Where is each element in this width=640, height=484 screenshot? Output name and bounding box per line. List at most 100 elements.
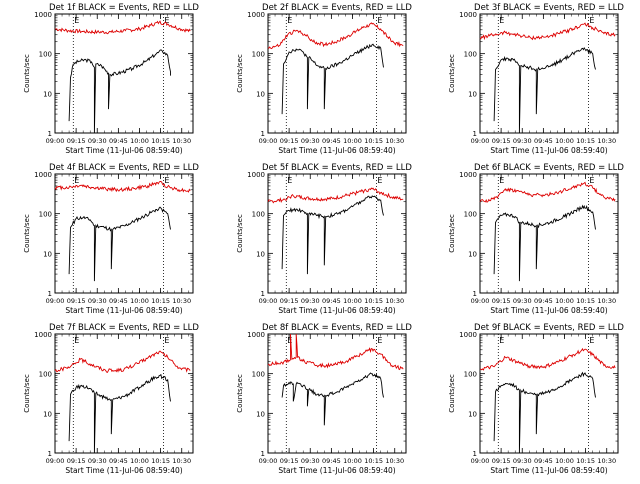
y-tick-label: 1000 [459, 11, 477, 19]
x-tick-label: 10:00 [555, 297, 574, 305]
series-lld [267, 333, 404, 371]
x-tick-label: 09:30 [301, 457, 320, 465]
x-tick-label: 10:30 [172, 297, 191, 305]
x-axis-label: Start Time (11-Jul-06 08:59:40) [278, 146, 395, 155]
x-tick-label: 10:15 [576, 137, 595, 145]
time-marker-label: E [164, 176, 169, 185]
y-tick-label: 100 [252, 51, 265, 59]
panel-5: Det 5f BLACK = Events, RED = LLD 1 10 100 10… [236, 163, 412, 315]
panel-title: Det 9f BLACK = Events, RED = LLD [474, 323, 624, 333]
y-tick-label: 100 [464, 371, 477, 379]
y-axis-label: Counts/sec [23, 54, 31, 93]
series-events [281, 195, 384, 275]
x-tick-label: 09:30 [88, 457, 107, 465]
series-lld [54, 350, 191, 373]
x-tick-label: 10:15 [364, 137, 383, 145]
x-tick-label: 09:30 [513, 137, 532, 145]
x-tick-label: 09:00 [471, 457, 490, 465]
x-tick-label: 10:00 [343, 457, 362, 465]
panel-title: Det 3f BLACK = Events, RED = LLD [474, 3, 624, 13]
time-marker-label: E [287, 336, 292, 345]
panel-7: Det 7f BLACK = Events, RED = LLD 1 10 100 10… [23, 323, 199, 475]
x-axis-label: Start Time (11-Jul-06 08:59:40) [65, 306, 182, 315]
x-tick-label: 09:30 [301, 297, 320, 305]
x-tick-label: 09:15 [492, 297, 511, 305]
x-tick-label: 09:45 [322, 137, 341, 145]
x-tick-label: 09:30 [88, 137, 107, 145]
series-events [281, 43, 384, 115]
x-tick-label: 09:45 [109, 137, 128, 145]
panel-9: Det 9f BLACK = Events, RED = LLD 1 10 100 10… [448, 323, 624, 475]
y-tick-label: 10 [468, 410, 477, 418]
x-axis-label: Start Time (11-Jul-06 08:59:40) [278, 306, 395, 315]
panel-title: Det 2f BLACK = Events, RED = LLD [262, 3, 412, 13]
x-tick-label: 09:15 [280, 457, 299, 465]
x-tick-label: 09:45 [534, 457, 553, 465]
x-axis-label: Start Time (11-Jul-06 08:59:40) [65, 466, 182, 475]
panel-2: Det 2f BLACK = Events, RED = LLD 1 10 100 10… [236, 3, 412, 155]
x-tick-label: 09:30 [513, 297, 532, 305]
x-tick-label: 10:00 [555, 137, 574, 145]
time-marker-label: E [287, 176, 292, 185]
y-tick-label: 10 [43, 250, 52, 258]
x-tick-label: 09:15 [280, 297, 299, 305]
time-marker-label: E [164, 16, 169, 25]
y-tick-label: 100 [39, 371, 52, 379]
x-tick-label: 09:00 [471, 137, 490, 145]
x-tick-label: 09:45 [109, 457, 128, 465]
x-tick-label: 10:30 [597, 457, 616, 465]
time-marker-label: E [377, 336, 382, 345]
x-tick-label: 09:00 [259, 457, 278, 465]
x-axis-label: Start Time (11-Jul-06 08:59:40) [490, 146, 607, 155]
x-tick-label: 09:45 [322, 457, 341, 465]
x-axis-label: Start Time (11-Jul-06 08:59:40) [490, 306, 607, 315]
plot-frame [267, 173, 407, 294]
x-tick-label: 10:00 [130, 137, 149, 145]
time-marker-label: E [589, 336, 594, 345]
series-events [68, 206, 171, 282]
x-tick-label: 09:45 [534, 137, 553, 145]
time-marker-label: E [287, 16, 292, 25]
y-tick-label: 10 [43, 410, 52, 418]
x-tick-label: 10:30 [385, 457, 404, 465]
y-tick-label: 100 [252, 371, 265, 379]
x-tick-label: 09:30 [513, 457, 532, 465]
y-tick-label: 100 [39, 51, 52, 59]
x-tick-label: 09:15 [67, 137, 86, 145]
x-tick-label: 10:00 [555, 457, 574, 465]
time-marker-label: E [589, 16, 594, 25]
series-lld [267, 22, 404, 50]
y-tick-label: 100 [39, 211, 52, 219]
y-axis-label: Counts/sec [236, 374, 244, 413]
plot-frame [54, 13, 194, 134]
series-events [493, 204, 596, 282]
x-tick-label: 10:15 [151, 137, 170, 145]
y-tick-label: 100 [464, 51, 477, 59]
x-tick-label: 10:00 [130, 297, 149, 305]
time-marker-label: E [74, 336, 79, 345]
y-tick-label: 1000 [34, 171, 52, 179]
y-tick-label: 1 [261, 130, 265, 138]
x-axis-label: Start Time (11-Jul-06 08:59:40) [278, 466, 395, 475]
series-lld [267, 187, 404, 204]
series-events [493, 46, 596, 134]
panel-title: Det 6f BLACK = Events, RED = LLD [474, 163, 624, 173]
x-tick-label: 10:00 [130, 457, 149, 465]
y-tick-label: 10 [468, 250, 477, 258]
y-tick-label: 1000 [247, 171, 265, 179]
y-tick-label: 1000 [247, 331, 265, 339]
time-marker-label: E [499, 176, 504, 185]
x-tick-label: 10:15 [576, 297, 595, 305]
y-axis-label: Counts/sec [236, 54, 244, 93]
x-tick-label: 10:30 [385, 137, 404, 145]
panel-title: Det 1f BLACK = Events, RED = LLD [49, 3, 199, 13]
panel-6: Det 6f BLACK = Events, RED = LLD 1 10 100 10… [448, 163, 624, 315]
x-tick-label: 09:30 [301, 137, 320, 145]
y-tick-label: 1 [473, 450, 477, 458]
panel-title: Det 4f BLACK = Events, RED = LLD [49, 163, 199, 173]
y-tick-label: 1 [48, 290, 52, 298]
series-events [281, 372, 384, 426]
y-tick-label: 1 [473, 130, 477, 138]
time-marker-label: E [74, 176, 79, 185]
y-tick-label: 1000 [247, 11, 265, 19]
